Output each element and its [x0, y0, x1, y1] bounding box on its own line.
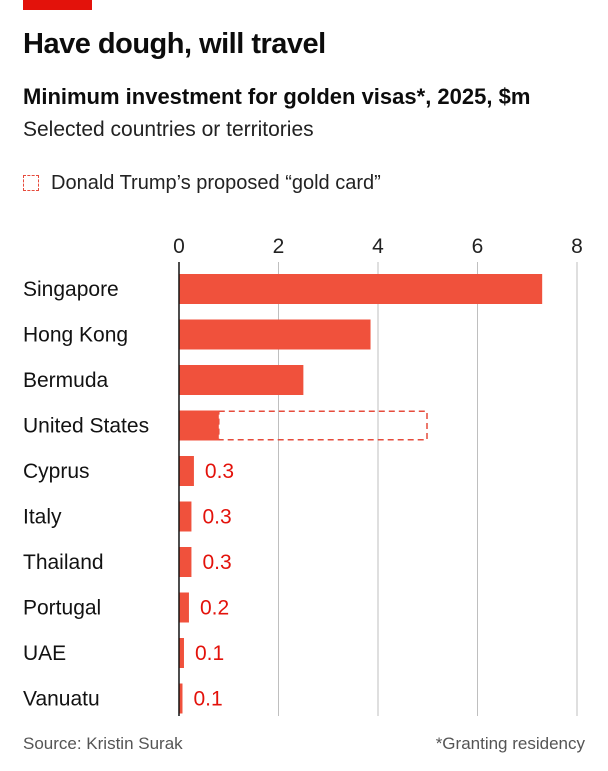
chart-subtitle: Minimum investment for golden visas*, 20… [23, 84, 531, 109]
value-label-italy: 0.3 [202, 506, 231, 529]
bar-uae [179, 638, 184, 668]
category-label-bermuda: Bermuda [23, 369, 109, 392]
value-label-vanuatu: 0.1 [193, 688, 222, 711]
legend: Donald Trump’s proposed “gold card” [23, 171, 381, 195]
accent-bar [23, 0, 92, 10]
category-label-italy: Italy [23, 506, 62, 529]
bar-cyprus [179, 456, 194, 486]
bar-united-states [179, 410, 219, 441]
bar-portugal [179, 592, 189, 623]
bar-thailand [179, 547, 192, 577]
x-tick-label-0: 0 [173, 235, 185, 258]
category-label-singapore: Singapore [23, 278, 119, 301]
value-label-portugal: 0.2 [200, 597, 229, 620]
category-label-hong-kong: Hong Kong [23, 324, 128, 347]
footnote: *Granting residency [435, 734, 585, 753]
category-label-cyprus: Cyprus [23, 460, 90, 483]
legend-swatch-dashed [23, 175, 39, 191]
value-label-uae: 0.1 [195, 642, 224, 665]
source-note: Source: Kristin Surak [23, 734, 183, 753]
x-tick-label-2: 2 [273, 235, 285, 258]
bar-vanuatu [179, 683, 183, 714]
bar-chart: 0 2 4 6 8 Singapore Hong Kong Bermuda United Sta… [23, 235, 583, 716]
value-label-thailand: 0.3 [202, 551, 231, 574]
x-tick-label-4: 4 [372, 235, 384, 258]
bar-hong-kong [179, 319, 371, 350]
category-label-vanuatu: Vanuatu [23, 688, 100, 711]
bar-bermuda [179, 365, 304, 395]
proposed-gold-card-bar [218, 410, 428, 441]
bar-singapore [179, 274, 543, 304]
chart-title: Have dough, will travel [23, 28, 326, 60]
legend-label: Donald Trump’s proposed “gold card” [51, 171, 381, 194]
x-tick-label-6: 6 [472, 235, 484, 258]
x-tick-label-8: 8 [571, 235, 583, 258]
category-label-thailand: Thailand [23, 551, 104, 574]
value-label-cyprus: 0.3 [205, 460, 234, 483]
category-label-portugal: Portugal [23, 597, 101, 620]
bar-italy [179, 501, 192, 532]
category-label-united-states: United States [23, 415, 149, 438]
category-label-uae: UAE [23, 642, 66, 665]
chart-subtitle-secondary: Selected countries or territories [23, 118, 314, 141]
